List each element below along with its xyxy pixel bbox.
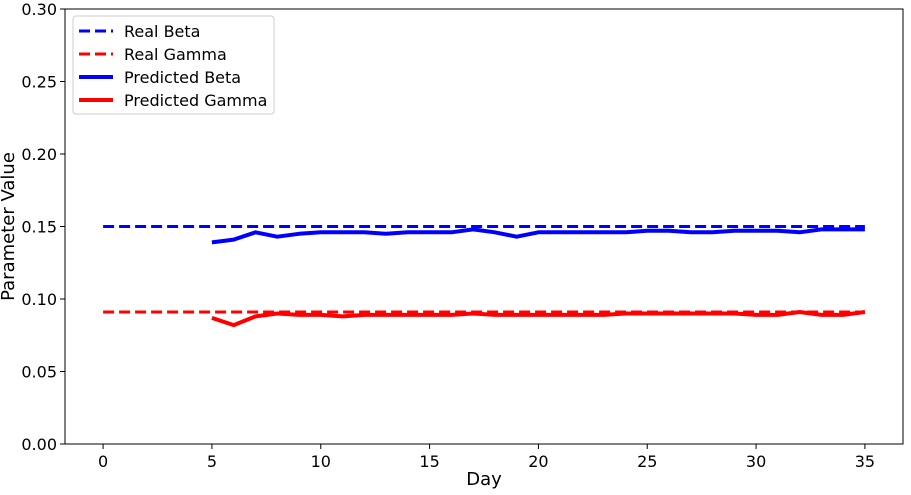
x-tick-label: 10: [311, 452, 331, 471]
series-line-predicted-gamma: [211, 310, 866, 328]
legend-label: Predicted Beta: [124, 68, 241, 87]
legend: Real Beta Real Gamma Predicted Beta Predict…: [72, 15, 275, 115]
legend-label: Real Beta: [124, 22, 200, 41]
x-axis-label: Day: [466, 469, 502, 490]
legend-box: [72, 15, 275, 115]
x-tick-label: 35: [855, 452, 875, 471]
series-line-predicted-beta: [211, 227, 865, 245]
plot-marks: [103, 225, 866, 328]
y-tick-label: 0.00: [21, 435, 57, 454]
y-axis: 0.00 0.05 0.10 0.15 0.20 0.25 0.30: [21, 0, 65, 454]
y-tick-label: 0.30: [21, 0, 57, 19]
legend-label: Real Gamma: [124, 45, 227, 64]
x-tick-label: 30: [746, 452, 766, 471]
y-tick-label: 0.10: [21, 290, 57, 309]
x-axis: 0 5 10 15 20 25 30 35: [98, 444, 875, 471]
x-tick-label: 0: [98, 452, 108, 471]
y-tick-label: 0.25: [21, 73, 57, 92]
y-tick-label: 0.05: [21, 363, 57, 382]
y-tick-label: 0.20: [21, 145, 57, 164]
x-tick-label: 25: [637, 452, 657, 471]
x-tick-label: 15: [419, 452, 439, 471]
legend-label: Predicted Gamma: [124, 91, 267, 110]
x-tick-label: 5: [207, 452, 217, 471]
y-tick-label: 0.15: [21, 218, 57, 237]
x-tick-label: 20: [528, 452, 548, 471]
y-axis-label: Parameter Value: [0, 152, 19, 301]
